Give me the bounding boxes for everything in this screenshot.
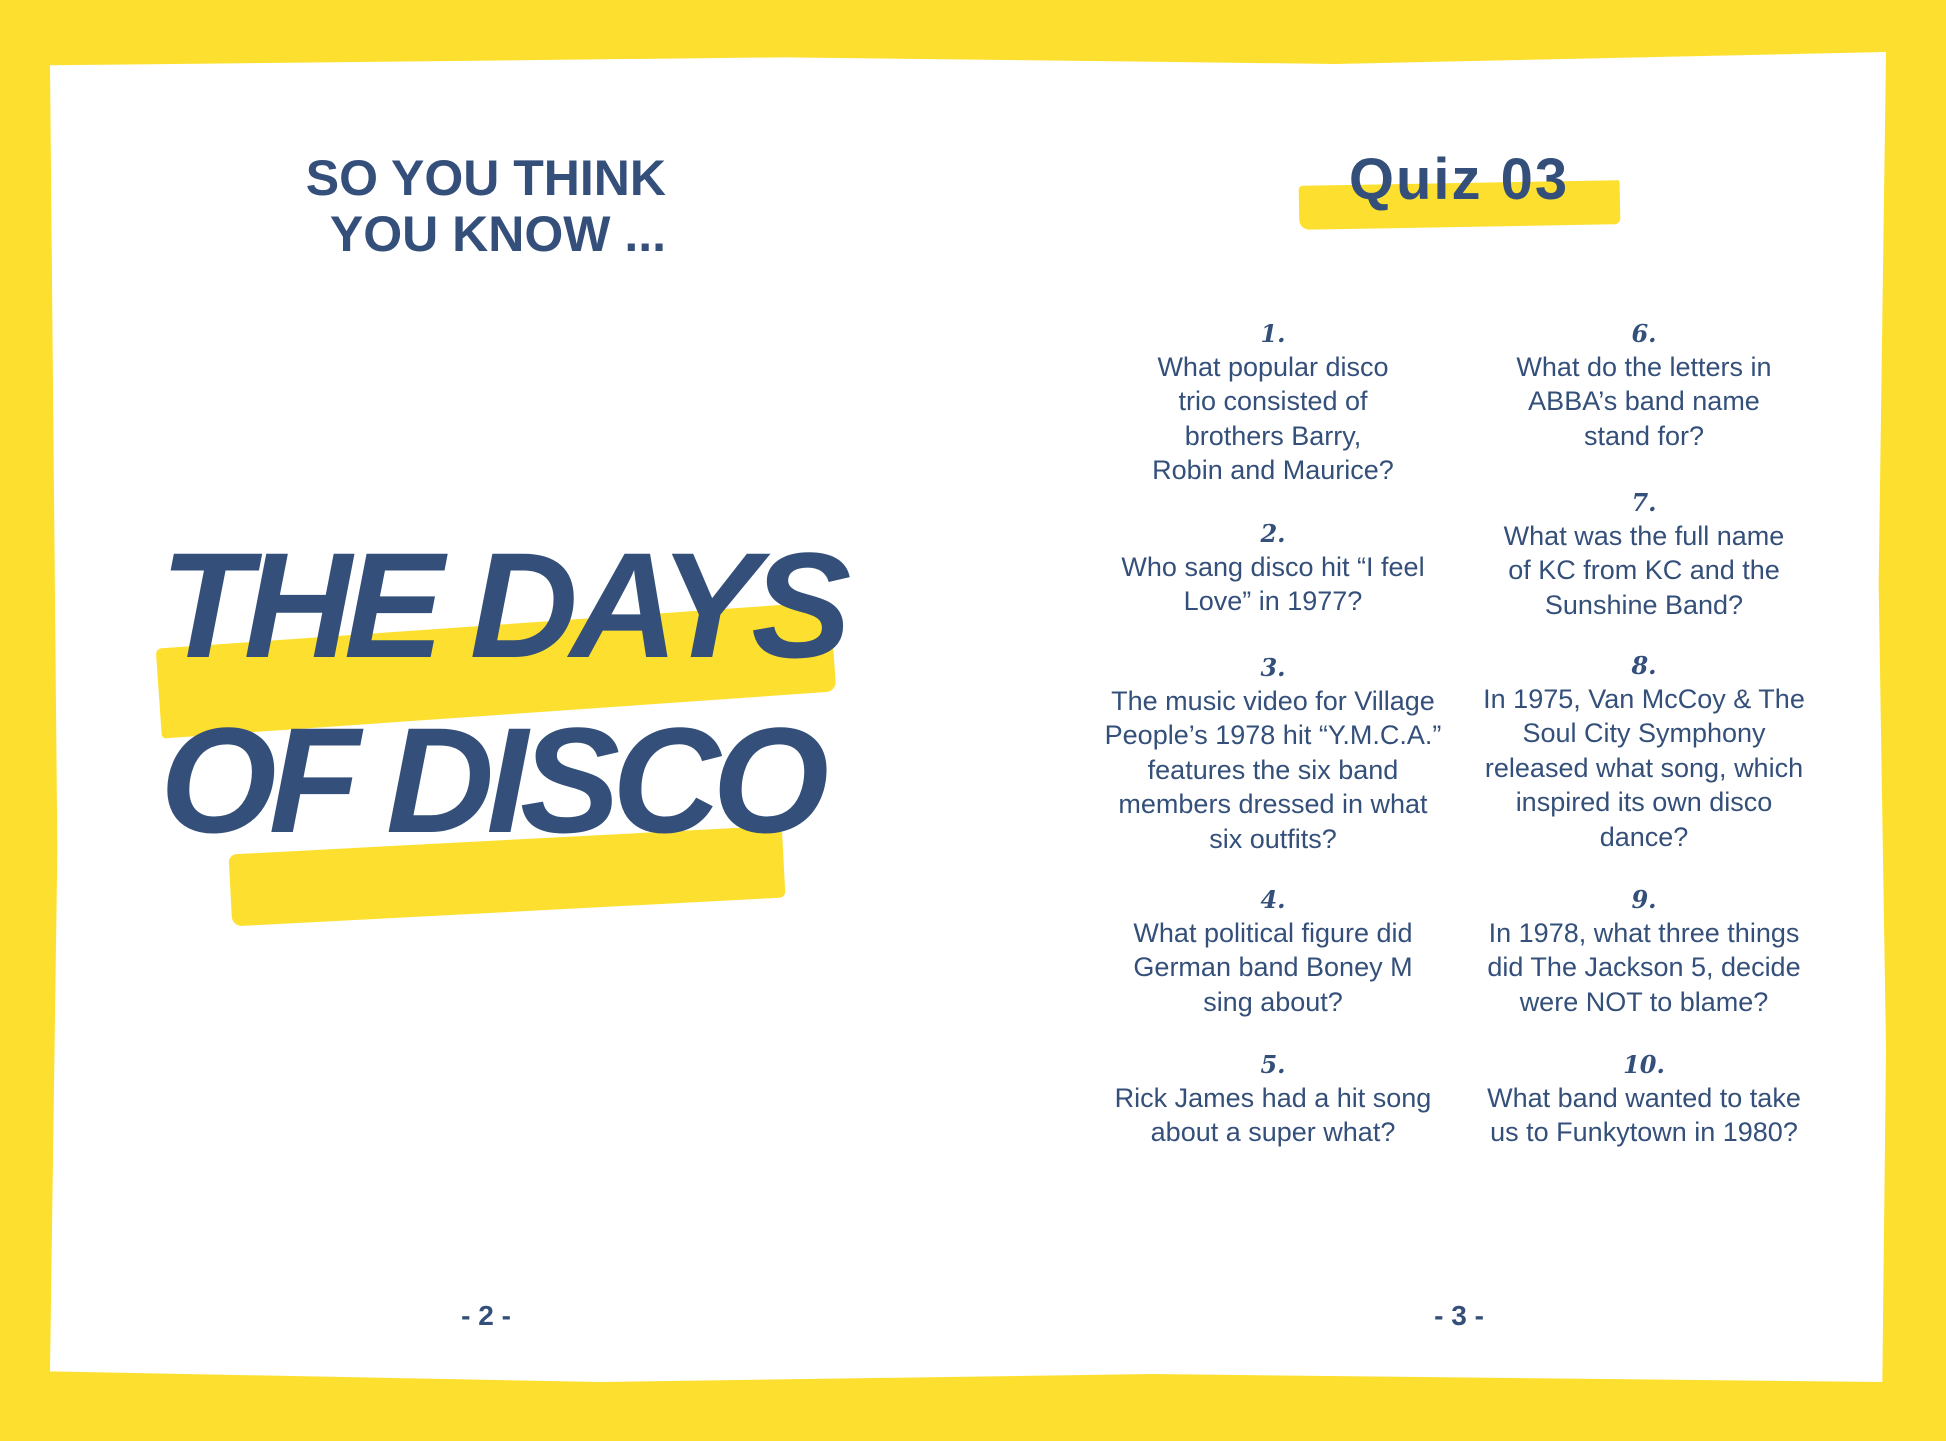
question-text: The music video for Village People’s 197… xyxy=(1104,686,1442,854)
question-9: 9. In 1978, what three things did The Jac… xyxy=(1474,884,1814,1019)
question-number: 7. xyxy=(1631,488,1657,517)
question-text: Who sang disco hit “I feel Love” in 1977… xyxy=(1121,552,1425,617)
question-text: What was the full name of KC from KC and… xyxy=(1503,521,1785,620)
kicker-heading: SO YOU THINK YOU KNOW ... xyxy=(306,150,666,262)
quiz-heading: Quiz 03 xyxy=(1348,147,1570,212)
question-number: 8. xyxy=(1631,651,1657,680)
question-text: What do the letters in ABBA’s band name … xyxy=(1516,352,1772,451)
title-line-2: OF DISCO xyxy=(160,696,829,864)
title-line-1: THE DAYS xyxy=(160,521,851,689)
question-2: 2. Who sang disco hit “I feel Love” in 19… xyxy=(1103,518,1443,619)
question-number: 5. xyxy=(1260,1050,1286,1079)
question-number: 3. xyxy=(1260,653,1286,682)
question-number: 10. xyxy=(1623,1050,1665,1079)
question-number: 6. xyxy=(1631,319,1657,348)
question-text: In 1978, what three things did The Jacks… xyxy=(1487,918,1801,1017)
question-number: 4. xyxy=(1260,885,1286,914)
question-4: 4. What political figure did German band … xyxy=(1103,884,1443,1019)
page-number-left: - 2 - xyxy=(461,1300,511,1331)
kicker-line: SO YOU THINK xyxy=(305,150,666,206)
question-text: In 1975, Van McCoy & The Soul City Symph… xyxy=(1483,684,1805,852)
question-3: 3. The music video for Village People’s 1… xyxy=(1103,652,1443,856)
question-text: What political figure did German band Bo… xyxy=(1133,918,1413,1017)
question-text: What band wanted to take us to Funkytown… xyxy=(1487,1083,1801,1148)
question-text: What popular disco trio consisted of bro… xyxy=(1152,352,1394,486)
question-7: 7. What was the full name of KC from KC a… xyxy=(1474,487,1814,622)
page-number-right: - 3 - xyxy=(1434,1300,1484,1331)
question-number: 2. xyxy=(1260,519,1286,548)
question-number: 1. xyxy=(1260,319,1286,348)
question-number: 9. xyxy=(1631,885,1657,914)
question-text: Rick James had a hit song about a super … xyxy=(1114,1083,1432,1148)
question-1: 1. What popular disco trio consisted of b… xyxy=(1103,318,1443,488)
question-6: 6. What do the letters in ABBA’s band nam… xyxy=(1474,318,1814,453)
question-5: 5. Rick James had a hit song about a supe… xyxy=(1103,1049,1443,1150)
question-10: 10. What band wanted to take us to Funkyt… xyxy=(1474,1049,1814,1150)
kicker-line: YOU KNOW ... xyxy=(329,206,666,262)
question-8: 8. In 1975, Van McCoy & The Soul City Sym… xyxy=(1474,650,1814,854)
